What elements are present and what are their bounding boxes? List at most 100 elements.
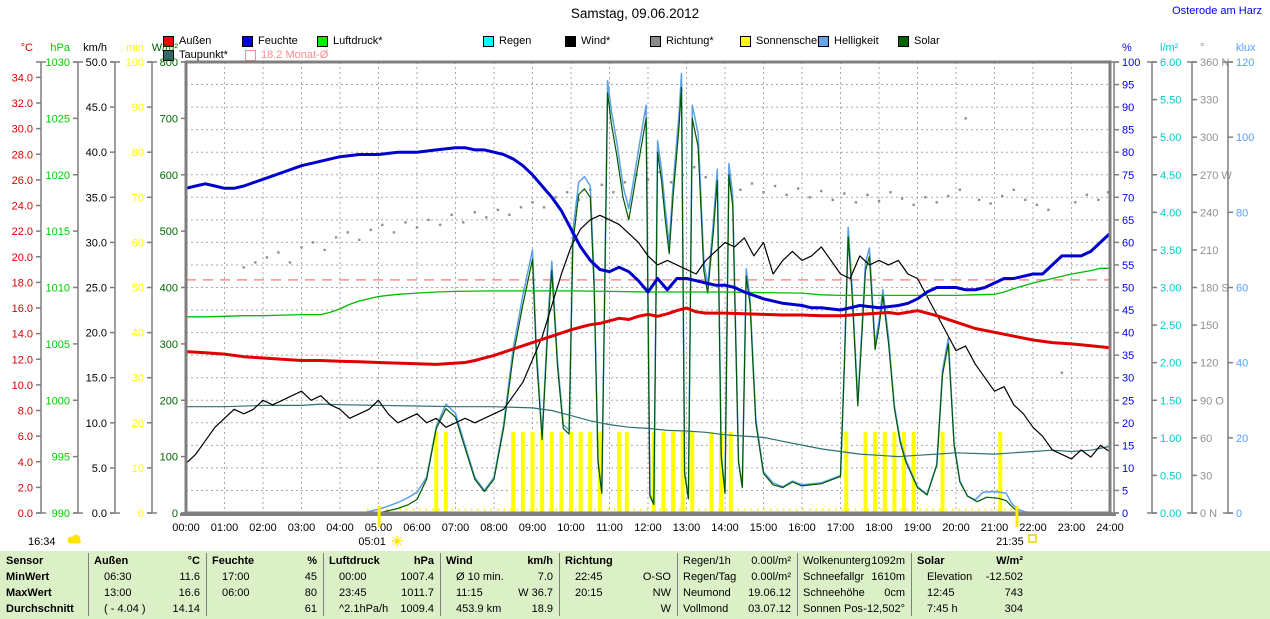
svg-text:2.00: 2.00 bbox=[1160, 358, 1181, 370]
table-cell-c2header: Luftdruck hPa bbox=[329, 555, 434, 567]
svg-text:10.0: 10.0 bbox=[12, 380, 33, 392]
helligkeit-legend-swatch bbox=[818, 35, 829, 47]
aussen-series bbox=[184, 306, 1112, 366]
table-cell-c3r2: 11:15 W 36.7 bbox=[456, 587, 553, 599]
svg-text:12:00: 12:00 bbox=[634, 522, 662, 534]
richtung-series bbox=[242, 117, 1110, 374]
svg-text:65: 65 bbox=[1122, 215, 1134, 227]
table-cell-c4r1: 22:45 O-SO bbox=[575, 571, 671, 583]
helligkeit-legend-label: Helligkeit bbox=[834, 35, 879, 47]
svg-text:400: 400 bbox=[160, 283, 178, 295]
svg-text:26.0: 26.0 bbox=[12, 175, 33, 187]
legend-item-richtung: Richtung* bbox=[650, 35, 714, 47]
svg-text:120: 120 bbox=[1200, 358, 1218, 370]
monat-legend-swatch bbox=[245, 49, 256, 61]
svg-text:20.0: 20.0 bbox=[86, 328, 107, 340]
svg-text:01:00: 01:00 bbox=[211, 522, 239, 534]
svg-text:13:00: 13:00 bbox=[673, 522, 701, 534]
svg-text:6.0: 6.0 bbox=[18, 431, 33, 443]
table-cell-c1header: Feuchte% bbox=[212, 555, 317, 567]
weather-day-chart[interactable]: 0.0 2.0 4.0 6.0 8.0 10.0 12.0 14.0 16.0 18.0 20.0 2… bbox=[0, 0, 1270, 551]
svg-text:1025: 1025 bbox=[46, 113, 70, 125]
svg-text:20.0: 20.0 bbox=[12, 252, 33, 264]
svg-text:10: 10 bbox=[1122, 463, 1134, 475]
svg-text:16:00: 16:00 bbox=[788, 522, 816, 534]
svg-text:22.0: 22.0 bbox=[12, 226, 33, 238]
table-cell-rowlabel-0: Sensor bbox=[6, 555, 44, 567]
table-separator-7 bbox=[911, 553, 912, 616]
table-cell-rowlabel-2: MaxWert bbox=[6, 587, 52, 599]
svg-text:270 W: 270 W bbox=[1200, 170, 1232, 182]
wind-legend-swatch bbox=[565, 35, 576, 47]
svg-text:120: 120 bbox=[1236, 57, 1254, 69]
taupunkt-legend-label: Taupunkt* bbox=[179, 49, 228, 61]
sunset-marker: 21:35 bbox=[996, 506, 1037, 548]
svg-text:1000: 1000 bbox=[46, 395, 70, 407]
legend-item-aussen: Außen bbox=[163, 35, 211, 47]
svg-text:3.00: 3.00 bbox=[1160, 283, 1181, 295]
axis-direction: 0 N 30 60 90 O 120 150 180 S 210 240 270 W 300 330 3… bbox=[1187, 42, 1232, 520]
sunrise-marker: 05:01 bbox=[358, 506, 403, 548]
axis-temp: 0.0 2.0 4.0 6.0 8.0 10.0 12.0 14.0 16.0 18.0 20.0 2… bbox=[12, 42, 46, 520]
svg-text:500: 500 bbox=[160, 226, 178, 238]
table-cell-c0header: Außen °C bbox=[94, 555, 200, 567]
svg-text:0: 0 bbox=[1236, 508, 1242, 520]
page-title: Samstag, 09.06.2012 bbox=[570, 6, 700, 21]
svg-text:60: 60 bbox=[1236, 283, 1248, 295]
svg-text:14:00: 14:00 bbox=[711, 522, 739, 534]
table-cell-c3header: Wind km/h bbox=[446, 555, 553, 567]
svg-text:0.50: 0.50 bbox=[1160, 470, 1181, 482]
solar-legend-label: Solar bbox=[914, 35, 940, 47]
svg-text:21:35: 21:35 bbox=[996, 536, 1024, 548]
legend-item-luftdruck: Luftdruck* bbox=[317, 35, 383, 47]
svg-text:3.50: 3.50 bbox=[1160, 245, 1181, 257]
svg-text:07:00: 07:00 bbox=[442, 522, 470, 534]
monat-legend-label: 18.2 Monat-Ø bbox=[261, 49, 329, 61]
table-cell-c1r2: 06:00 80 bbox=[222, 587, 317, 599]
table-cell-c7r3: 7:45 h 304 bbox=[927, 603, 1023, 615]
table-cell-c5r3: Vollmond 03.07.12 bbox=[683, 603, 791, 615]
svg-text:5: 5 bbox=[1122, 485, 1128, 497]
svg-text:1005: 1005 bbox=[46, 339, 70, 351]
sensor-stats-table: Sensor MinWert MaxWert Durchschnitt Außen °C 0… bbox=[0, 551, 1270, 619]
luftdruck-series bbox=[185, 267, 1111, 318]
svg-text:11:00: 11:00 bbox=[596, 522, 623, 534]
svg-text:75: 75 bbox=[1122, 170, 1134, 182]
table-cell-c4header: Richtung bbox=[565, 555, 613, 567]
svg-text:40: 40 bbox=[1236, 358, 1248, 370]
axis-unit-solar: W/m² bbox=[152, 42, 179, 54]
svg-text:50: 50 bbox=[1122, 283, 1134, 295]
svg-text:5.0: 5.0 bbox=[92, 463, 107, 475]
svg-text:21:00: 21:00 bbox=[981, 522, 1009, 534]
svg-text:180 S: 180 S bbox=[1200, 283, 1229, 295]
legend-item-sonnenschein: Sonnenschein bbox=[740, 35, 826, 47]
svg-text:15.0: 15.0 bbox=[86, 373, 107, 385]
table-cell-rowlabel-1: MinWert bbox=[6, 571, 50, 583]
svg-text:2.50: 2.50 bbox=[1160, 320, 1181, 332]
svg-text:2.0: 2.0 bbox=[18, 482, 33, 494]
svg-text:70: 70 bbox=[132, 192, 144, 204]
svg-text:12.0: 12.0 bbox=[12, 354, 33, 366]
svg-text:5.00: 5.00 bbox=[1160, 132, 1181, 144]
svg-text:34.0: 34.0 bbox=[12, 72, 33, 84]
svg-text:1.50: 1.50 bbox=[1160, 395, 1181, 407]
svg-text:15: 15 bbox=[1122, 440, 1134, 452]
svg-text:60: 60 bbox=[1122, 237, 1134, 249]
svg-text:60: 60 bbox=[132, 237, 144, 249]
axis-unit-wind: km/h bbox=[83, 42, 107, 54]
svg-text:0: 0 bbox=[1122, 508, 1128, 520]
svg-text:40.0: 40.0 bbox=[86, 147, 107, 159]
axis-unit-pressure: hPa bbox=[50, 42, 70, 54]
table-cell-c5r0: Regen/1h 0.00l/m² bbox=[683, 555, 791, 567]
table-separator-1 bbox=[206, 553, 207, 616]
taupunkt-series bbox=[185, 403, 1111, 458]
svg-text:60: 60 bbox=[1200, 433, 1212, 445]
helligkeit-series bbox=[362, 72, 1042, 514]
svg-text:240: 240 bbox=[1200, 207, 1218, 219]
table-cell-c6r2: Schneehöhe 0cm bbox=[803, 587, 905, 599]
axis-brightness: 0 20 40 60 80 100 120 klux bbox=[1223, 42, 1256, 520]
legend-item-solar: Solar bbox=[898, 35, 940, 47]
svg-text:0.00: 0.00 bbox=[1160, 508, 1181, 520]
svg-text:45.0: 45.0 bbox=[86, 102, 107, 114]
